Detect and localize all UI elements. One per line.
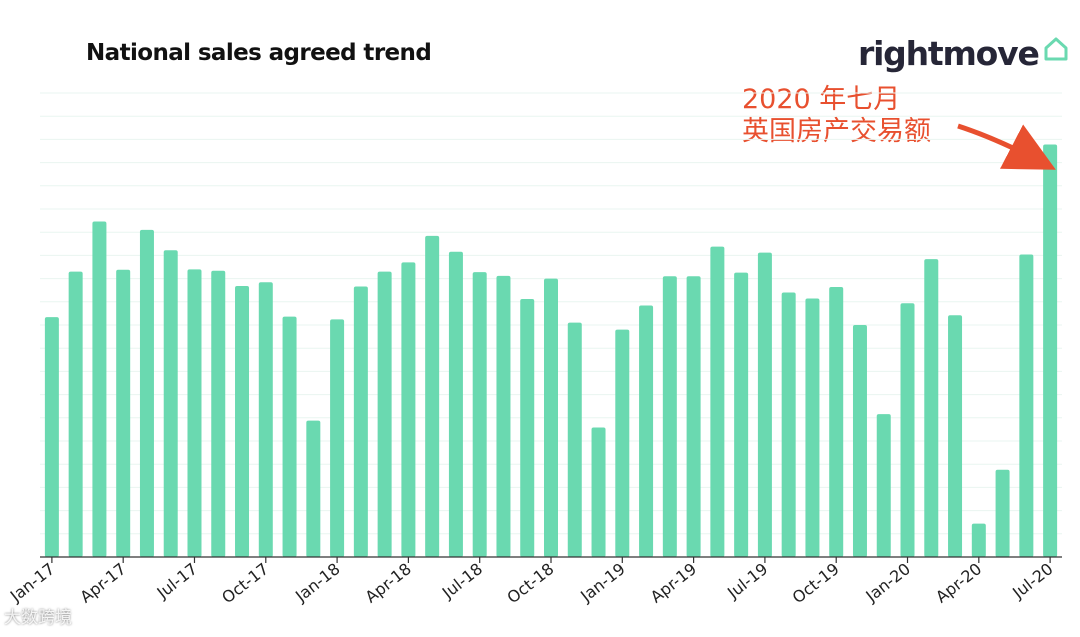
x-tick-label: Jul-19 [723,559,771,603]
bar-may-19 [710,246,725,558]
bar-apr-20 [971,523,986,557]
bar-jul-18 [472,272,487,557]
bar-jan-18 [330,319,345,557]
bar-sep-19 [805,298,820,557]
bar-may-20 [995,469,1010,557]
annotation-line-2: 英国房产交易额 [742,116,931,147]
bar-nov-19 [852,325,867,557]
bar-dec-17 [306,420,321,557]
bar-sep-18 [520,299,535,557]
x-tick-label: Jan-20 [861,559,914,606]
bar-apr-18 [401,262,416,557]
x-tick-label: Jul-20 [1008,559,1056,603]
x-tick-label: Oct-17 [218,559,272,607]
chart-title: National sales agreed trend [86,40,432,66]
rightmove-logo: rightmove [858,32,1069,76]
x-tick-label: Apr-20 [932,559,985,606]
bar-oct-19 [829,286,844,557]
bar-jan-19 [615,329,630,557]
watermark: 大数跨境 [4,608,72,628]
bar-feb-20 [924,259,939,557]
bar-jan-20 [900,303,915,557]
bar-may-18 [425,235,440,558]
bar-aug-19 [781,292,796,557]
x-tick-label: Jan-17 [6,559,59,606]
bar-jun-19 [734,272,749,557]
bar-jul-20 [1043,144,1058,557]
annotation: 2020 年七月 英国房产交易额 [742,84,931,148]
bar-aug-18 [496,275,511,557]
bar-jun-18 [448,251,463,558]
x-ticks [51,557,1051,563]
x-tick-label: Jan-18 [291,559,344,606]
bar-jun-17 [163,250,178,557]
bar-jul-19 [757,252,772,557]
bar-jun-20 [1019,254,1034,558]
bars [44,144,1058,558]
bar-feb-18 [353,286,368,557]
annotation-arrow [957,123,1056,170]
bar-mar-18 [377,271,392,557]
bar-jul-17 [187,269,202,557]
bar-feb-19 [639,305,654,557]
x-tick-label: Apr-17 [76,559,129,606]
x-tick-label: Oct-19 [789,559,843,607]
house-icon [1043,36,1069,66]
bar-nov-17 [282,316,297,557]
bar-mar-19 [662,276,677,557]
bar-apr-19 [686,276,701,557]
bar-aug-17 [211,270,226,557]
x-tick-label: Jul-18 [438,559,486,603]
bar-nov-18 [567,322,582,557]
x-tick-label: Jul-17 [153,559,201,603]
logo-text: rightmove [858,34,1040,73]
bar-mar-20 [948,315,963,557]
annotation-line-1: 2020 年七月 [742,84,901,115]
bar-may-17 [139,229,154,557]
bar-mar-17 [92,221,107,557]
bar-apr-17 [116,269,131,557]
bar-dec-19 [876,414,891,557]
bar-oct-18 [544,278,558,557]
x-tick-labels: Jan-17 Apr-17 Jul-17 Oct-17 Jan-18 Apr-18 Jul-… [6,559,1057,607]
x-tick-label: Oct-18 [503,559,557,607]
bar-jan-17 [44,317,59,557]
x-tick-label: Apr-19 [647,559,700,606]
bar-feb-17 [68,271,83,557]
x-tick-label: Jan-19 [576,559,629,606]
bar-sep-17 [235,286,250,557]
bar-oct-17 [258,282,273,557]
bar-dec-18 [591,427,606,557]
x-tick-label: Apr-18 [362,559,415,606]
